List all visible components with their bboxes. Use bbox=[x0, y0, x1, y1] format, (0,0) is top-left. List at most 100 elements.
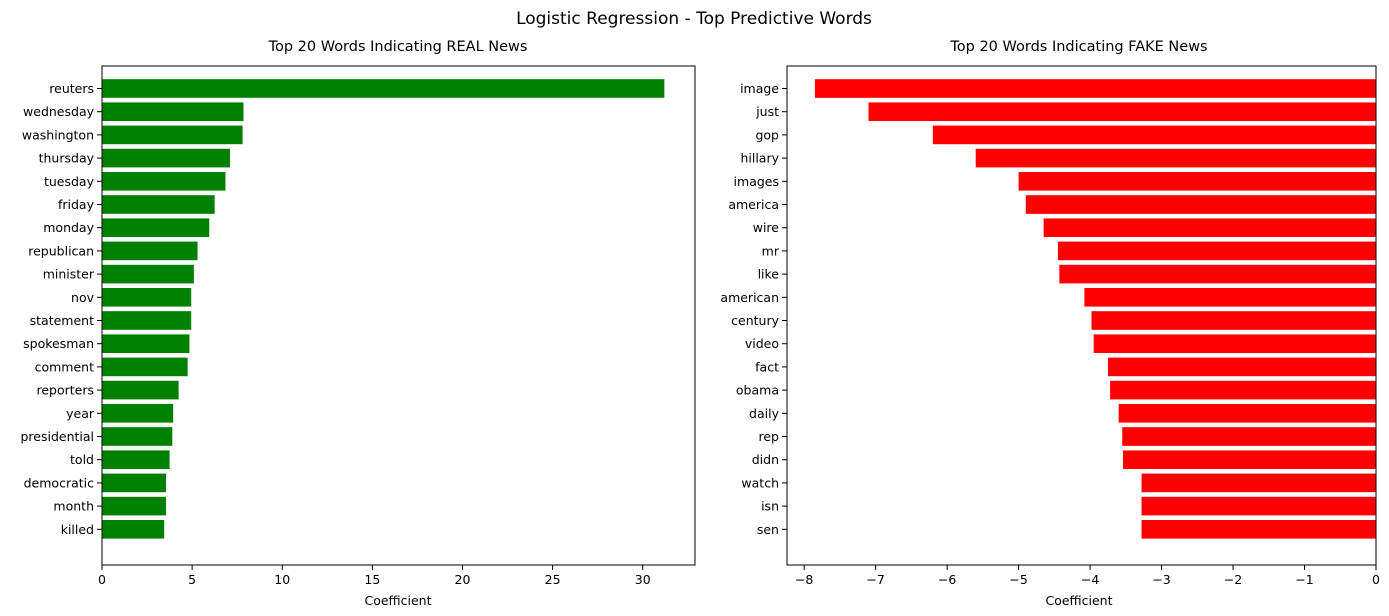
bar-sen bbox=[1141, 520, 1376, 539]
x-tick-label: 25 bbox=[545, 572, 561, 587]
bar-american bbox=[1084, 288, 1376, 307]
bar-america bbox=[1025, 195, 1376, 214]
y-tick-label: thursday bbox=[39, 151, 95, 166]
y-tick-label: monday bbox=[43, 220, 94, 235]
y-tick-label: told bbox=[70, 452, 94, 467]
bar-year bbox=[102, 404, 174, 423]
bar-fact bbox=[1107, 357, 1376, 377]
bar-gop bbox=[932, 125, 1376, 145]
bar-video bbox=[1093, 334, 1376, 353]
bar-reporters bbox=[102, 380, 179, 400]
x-tick-label: −4 bbox=[1081, 572, 1099, 587]
y-tick-label: minister bbox=[43, 267, 95, 282]
y-tick-label: statement bbox=[30, 313, 94, 328]
bar-rep bbox=[1122, 427, 1376, 446]
bar-isn bbox=[1141, 496, 1376, 516]
y-tick-label: nov bbox=[71, 290, 95, 305]
x-tick-labels: 0 5 10 15 20 25 30 bbox=[98, 565, 651, 587]
bar-killed bbox=[102, 520, 165, 539]
y-tick-label: isn bbox=[761, 499, 779, 514]
y-tick-label: democratic bbox=[24, 475, 94, 490]
y-tick-label: washington bbox=[22, 127, 94, 142]
x-tick-label: −8 bbox=[795, 572, 813, 587]
bar-friday bbox=[102, 195, 215, 214]
bar-image bbox=[814, 79, 1376, 98]
bar-told bbox=[102, 450, 170, 469]
x-tick-label: −1 bbox=[1295, 572, 1313, 587]
y-tick-label: mr bbox=[762, 243, 780, 258]
bar-group bbox=[814, 79, 1376, 539]
y-tick-label: friday bbox=[58, 197, 95, 212]
y-tick-label: image bbox=[740, 81, 779, 96]
bar-thursday bbox=[102, 148, 230, 168]
y-tick-label: year bbox=[66, 406, 95, 421]
bar-group bbox=[102, 79, 665, 539]
y-tick-label: just bbox=[755, 104, 779, 119]
y-tick-label: comment bbox=[35, 359, 94, 374]
x-tick-label: 20 bbox=[455, 572, 471, 587]
y-tick-label: century bbox=[731, 313, 779, 328]
axes-frame bbox=[786, 65, 1377, 566]
bar-reuters bbox=[102, 79, 665, 98]
y-tick-label: didn bbox=[752, 452, 779, 467]
bar-daily bbox=[1118, 404, 1376, 423]
y-tick-label: video bbox=[745, 336, 779, 351]
x-axis-label: Coefficient bbox=[1045, 593, 1112, 608]
bar-statement bbox=[102, 311, 192, 330]
y-tick-label: republican bbox=[28, 243, 94, 258]
bar-century bbox=[1091, 311, 1376, 330]
y-tick-label: spokesman bbox=[23, 336, 94, 351]
x-tick-label: −7 bbox=[866, 572, 884, 587]
y-tick-label: like bbox=[758, 267, 780, 282]
x-tick-labels: −8 −7 −6 −5 −4 −3 −2 −1 0 bbox=[795, 565, 1380, 587]
bar-like bbox=[1059, 264, 1376, 284]
y-tick-label: hillary bbox=[740, 151, 779, 166]
x-tick-label: −3 bbox=[1152, 572, 1170, 587]
y-tick-label: sen bbox=[757, 522, 779, 537]
x-tick-label: 30 bbox=[635, 572, 651, 587]
x-tick-label: 15 bbox=[364, 572, 380, 587]
chart-title: Top 20 Words Indicating FAKE News bbox=[949, 39, 1207, 55]
bar-wire bbox=[1043, 218, 1376, 237]
axes-frame bbox=[101, 65, 696, 566]
y-tick-label: gop bbox=[755, 127, 779, 142]
y-tick-label: america bbox=[728, 197, 779, 212]
bar-hillary bbox=[975, 148, 1376, 168]
bar-washington bbox=[102, 125, 243, 145]
bar-presidential bbox=[102, 427, 173, 446]
y-tick-label: presidential bbox=[20, 429, 94, 444]
x-tick-label: 0 bbox=[1372, 572, 1380, 587]
bar-nov bbox=[102, 288, 192, 307]
y-tick-label: wire bbox=[753, 220, 780, 235]
y-tick-label: reporters bbox=[36, 383, 94, 398]
x-tick-label: −6 bbox=[938, 572, 956, 587]
y-tick-label: rep bbox=[759, 429, 780, 444]
y-tick-label: daily bbox=[749, 406, 780, 421]
figure-title: Logistic Regression - Top Predictive Wor… bbox=[516, 9, 872, 29]
y-tick-label: killed bbox=[61, 522, 94, 537]
chart-real-news: Top 20 Words Indicating REAL News Coeffi… bbox=[20, 39, 696, 608]
bar-obama bbox=[1110, 380, 1376, 400]
x-tick-label: 10 bbox=[274, 572, 290, 587]
bar-watch bbox=[1141, 473, 1376, 493]
y-tick-label: watch bbox=[741, 475, 779, 490]
y-tick-label: obama bbox=[736, 383, 779, 398]
y-tick-label: american bbox=[720, 290, 779, 305]
bar-spokesman bbox=[102, 334, 190, 353]
bar-tuesday bbox=[102, 172, 226, 191]
bar-monday bbox=[102, 218, 210, 237]
bar-comment bbox=[102, 357, 188, 377]
x-tick-label: 0 bbox=[98, 572, 106, 587]
y-tick-label: images bbox=[734, 174, 779, 189]
bar-just bbox=[868, 102, 1376, 121]
x-axis-label: Coefficient bbox=[364, 593, 431, 608]
bar-mr bbox=[1057, 241, 1376, 261]
bar-minister bbox=[102, 264, 194, 284]
bar-republican bbox=[102, 241, 198, 261]
x-tick-label: −2 bbox=[1224, 572, 1242, 587]
bar-democratic bbox=[102, 473, 166, 493]
y-tick-label: fact bbox=[755, 359, 779, 374]
y-tick-labels: image just gop hillary images america wire mr li… bbox=[720, 81, 787, 537]
chart-title: Top 20 Words Indicating REAL News bbox=[268, 39, 528, 55]
